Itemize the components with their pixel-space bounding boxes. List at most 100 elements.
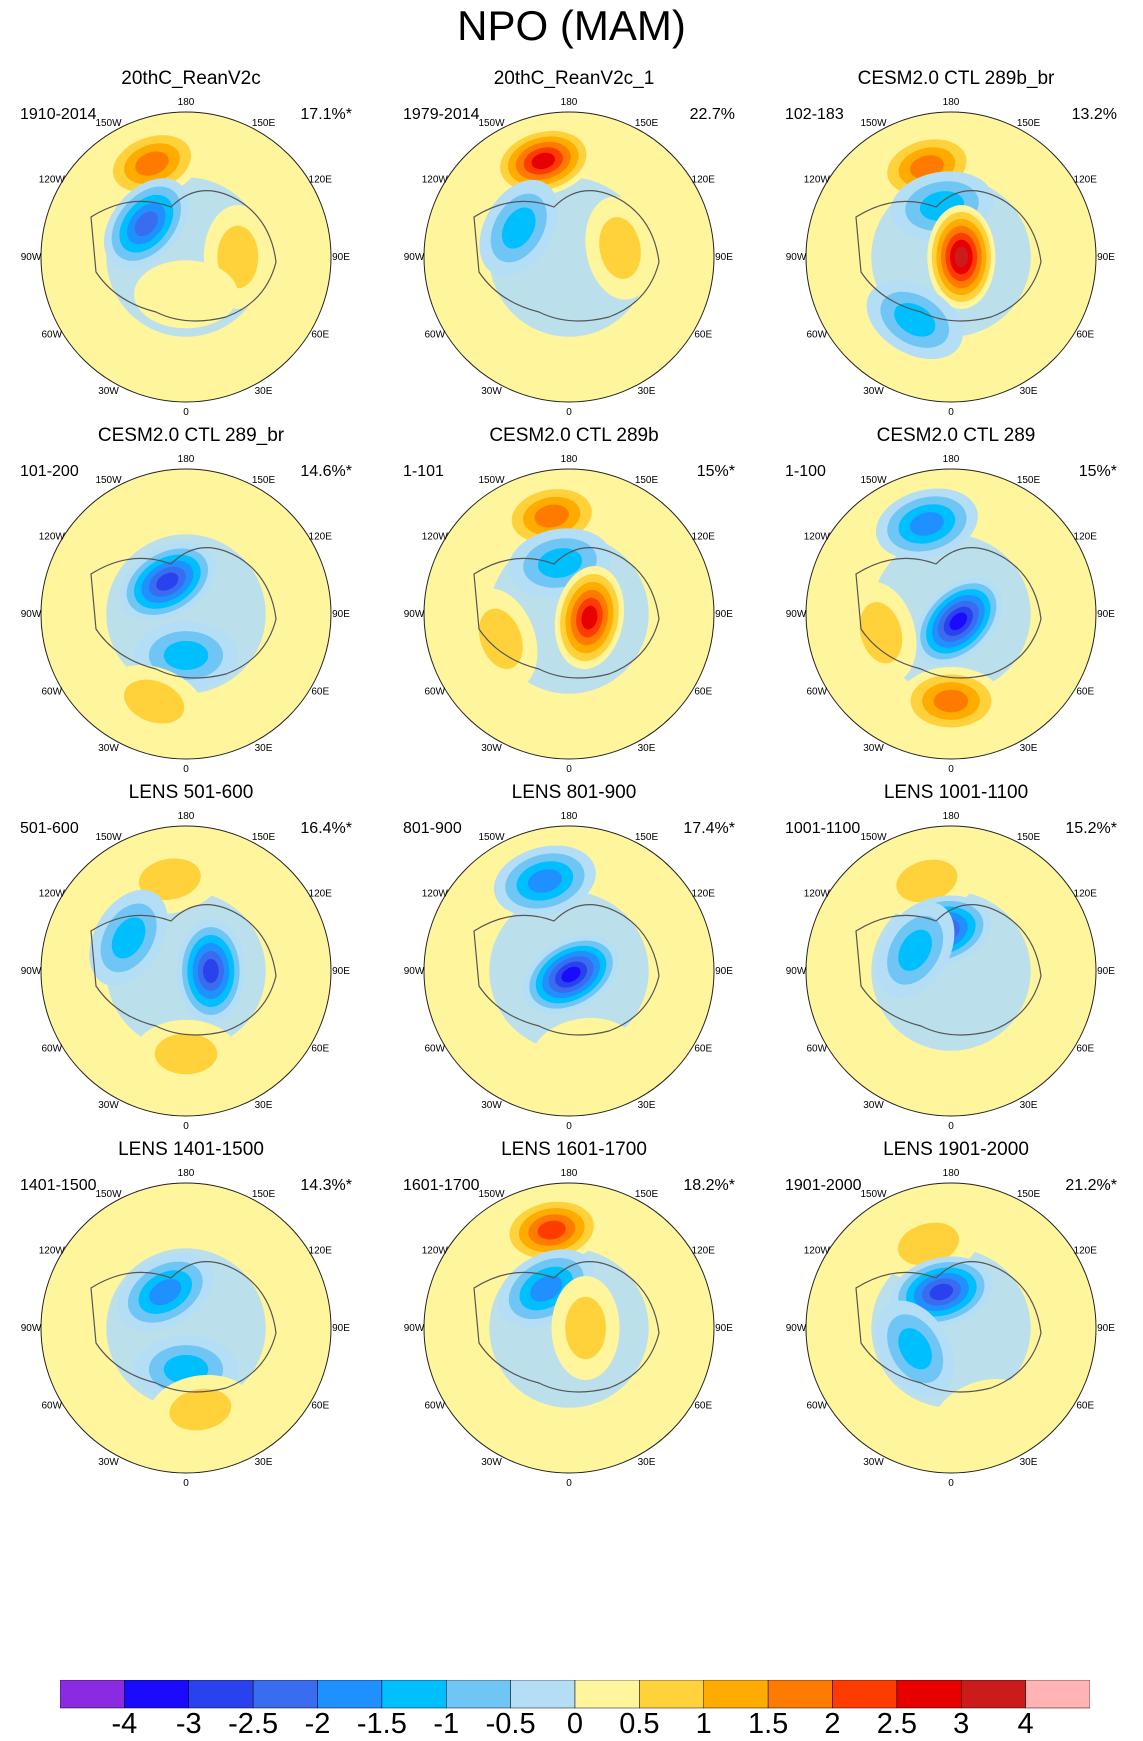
anomaly-contour xyxy=(134,260,238,329)
anomaly-contour xyxy=(909,512,944,536)
longitude-label: 120W xyxy=(804,1246,831,1257)
longitude-label: 0 xyxy=(566,1478,572,1489)
longitude-label: 120W xyxy=(422,889,449,900)
longitude-label: 120W xyxy=(39,889,66,900)
longitude-label: 180 xyxy=(561,97,578,108)
longitude-label: 150E xyxy=(635,475,659,486)
longitude-label: 30E xyxy=(1020,1457,1038,1468)
longitude-label: 30E xyxy=(255,386,273,397)
longitude-label: 120E xyxy=(309,889,333,900)
longitude-label: 120E xyxy=(1074,532,1098,543)
coastline xyxy=(473,904,660,1036)
colorbar-tick-label: 1.5 xyxy=(747,1708,789,1740)
longitude-label: 60W xyxy=(424,687,445,698)
longitude-label: 120W xyxy=(422,532,449,543)
longitude-label: 180 xyxy=(178,97,195,108)
colorbar-swatch xyxy=(317,1680,383,1709)
anomaly-contour xyxy=(501,207,536,249)
polar-map: 180 150W 120W 90W 60W 30W 0 30E 60E 90E 120E 150E xyxy=(404,97,734,418)
longitude-label: 120W xyxy=(804,532,831,543)
longitude-label: 150E xyxy=(1017,832,1041,843)
longitude-label: 60E xyxy=(694,1401,712,1412)
longitude-label: 30E xyxy=(255,1457,273,1468)
figure-title: NPO (MAM) xyxy=(457,2,686,49)
longitude-label: 30W xyxy=(863,743,884,754)
anomaly-contour xyxy=(954,246,969,268)
polar-map: 180 150W 120W 90W 60W 30W 0 30E 60E 90E 120E 150E xyxy=(21,1168,351,1489)
panel-title: LENS 501-600 xyxy=(128,782,254,803)
colorbar-swatch xyxy=(961,1680,1026,1709)
longitude-label: 90W xyxy=(404,609,425,620)
panel-title: LENS 1401-1500 xyxy=(118,1139,264,1160)
longitude-label: 150W xyxy=(95,832,122,843)
longitude-label: 30W xyxy=(863,1100,884,1111)
longitude-label: 60E xyxy=(311,330,329,341)
longitude-label: 30W xyxy=(98,386,119,397)
longitude-label: 150W xyxy=(478,832,505,843)
polar-map: 180 150W 120W 90W 60W 30W 0 30E 60E 90E 120E 150E xyxy=(404,1168,734,1489)
map-border xyxy=(423,1182,715,1474)
colorbar-tick-label: -1.5 xyxy=(356,1708,407,1740)
longitude-label: 150W xyxy=(95,475,122,486)
anomaly-contour xyxy=(894,302,936,337)
polar-map: 180 150W 120W 90W 60W 30W 0 30E 60E 90E 120E 150E xyxy=(21,454,351,775)
longitude-label: 30W xyxy=(863,1457,884,1468)
longitude-label: 60W xyxy=(424,330,445,341)
polar-map: 180 150W 120W 90W 60W 30W 0 30E 60E 90E 120E 150E xyxy=(786,97,1116,418)
longitude-label: 120E xyxy=(1074,175,1098,186)
panel-variance-pct: 15.2%* xyxy=(1065,820,1117,837)
panel-years: 1401-1500 xyxy=(20,1177,97,1194)
anomaly-contour xyxy=(859,602,903,664)
panel-years: 501-600 xyxy=(20,820,79,837)
longitude-label: 60E xyxy=(311,1044,329,1055)
longitude-label: 90W xyxy=(404,252,425,263)
longitude-label: 150E xyxy=(252,475,276,486)
map-border xyxy=(805,468,1097,760)
longitude-label: 90E xyxy=(332,966,350,977)
panel-variance-pct: 14.3%* xyxy=(300,1177,352,1194)
longitude-label: 150W xyxy=(478,475,505,486)
colorbar-tick-label: 3 xyxy=(953,1708,970,1740)
polar-map: 180 150W 120W 90W 60W 30W 0 30E 60E 90E 120E 150E xyxy=(786,811,1116,1132)
longitude-label: 30E xyxy=(1020,386,1038,397)
longitude-label: 150E xyxy=(635,1189,659,1200)
anomaly-contour xyxy=(896,859,958,903)
longitude-label: 0 xyxy=(183,407,189,418)
anomaly-contour xyxy=(932,1379,1034,1453)
longitude-label: 90E xyxy=(715,609,733,620)
longitude-label: 30W xyxy=(98,1457,119,1468)
anomaly-contour xyxy=(531,152,556,170)
longitude-label: 90E xyxy=(332,609,350,620)
longitude-label: 150W xyxy=(860,118,887,129)
longitude-label: 60E xyxy=(1076,687,1094,698)
anomaly-contour xyxy=(135,151,169,176)
anomaly-contour xyxy=(949,612,968,631)
anomaly-contour xyxy=(537,548,583,578)
colorbar-swatch xyxy=(767,1680,833,1709)
polar-map: 180 150W 120W 90W 60W 30W 0 30E 60E 90E 120E 150E xyxy=(404,811,734,1132)
longitude-label: 0 xyxy=(566,1121,572,1132)
anomaly-contour xyxy=(565,1296,606,1360)
longitude-label: 30W xyxy=(481,386,502,397)
longitude-label: 90W xyxy=(21,1323,42,1334)
map-panel: 180 150W 120W 90W 60W 30W 0 30E 60E 90E 120E 150E LE… xyxy=(393,1139,755,1536)
longitude-label: 180 xyxy=(943,97,960,108)
longitude-label: 0 xyxy=(948,407,954,418)
longitude-label: 0 xyxy=(948,1121,954,1132)
panel-variance-pct: 21.2%* xyxy=(1065,1177,1117,1194)
map-panel: 180 150W 120W 90W 60W 30W 0 30E 60E 90E 120E 150E 20… xyxy=(393,68,755,465)
longitude-label: 180 xyxy=(178,1168,195,1179)
map-panel: 180 150W 120W 90W 60W 30W 0 30E 60E 90E 120E 150E CE… xyxy=(393,425,755,822)
longitude-label: 120W xyxy=(39,175,66,186)
map-border xyxy=(40,825,332,1117)
longitude-label: 150W xyxy=(860,832,887,843)
longitude-label: 120E xyxy=(692,889,716,900)
longitude-label: 30W xyxy=(481,1100,502,1111)
longitude-label: 120E xyxy=(309,532,333,543)
longitude-label: 120W xyxy=(39,1246,66,1257)
longitude-label: 120W xyxy=(422,1246,449,1257)
coastline xyxy=(473,190,660,322)
colorbar-swatch xyxy=(510,1680,576,1709)
coastline xyxy=(855,547,1042,679)
longitude-label: 30E xyxy=(638,1457,656,1468)
